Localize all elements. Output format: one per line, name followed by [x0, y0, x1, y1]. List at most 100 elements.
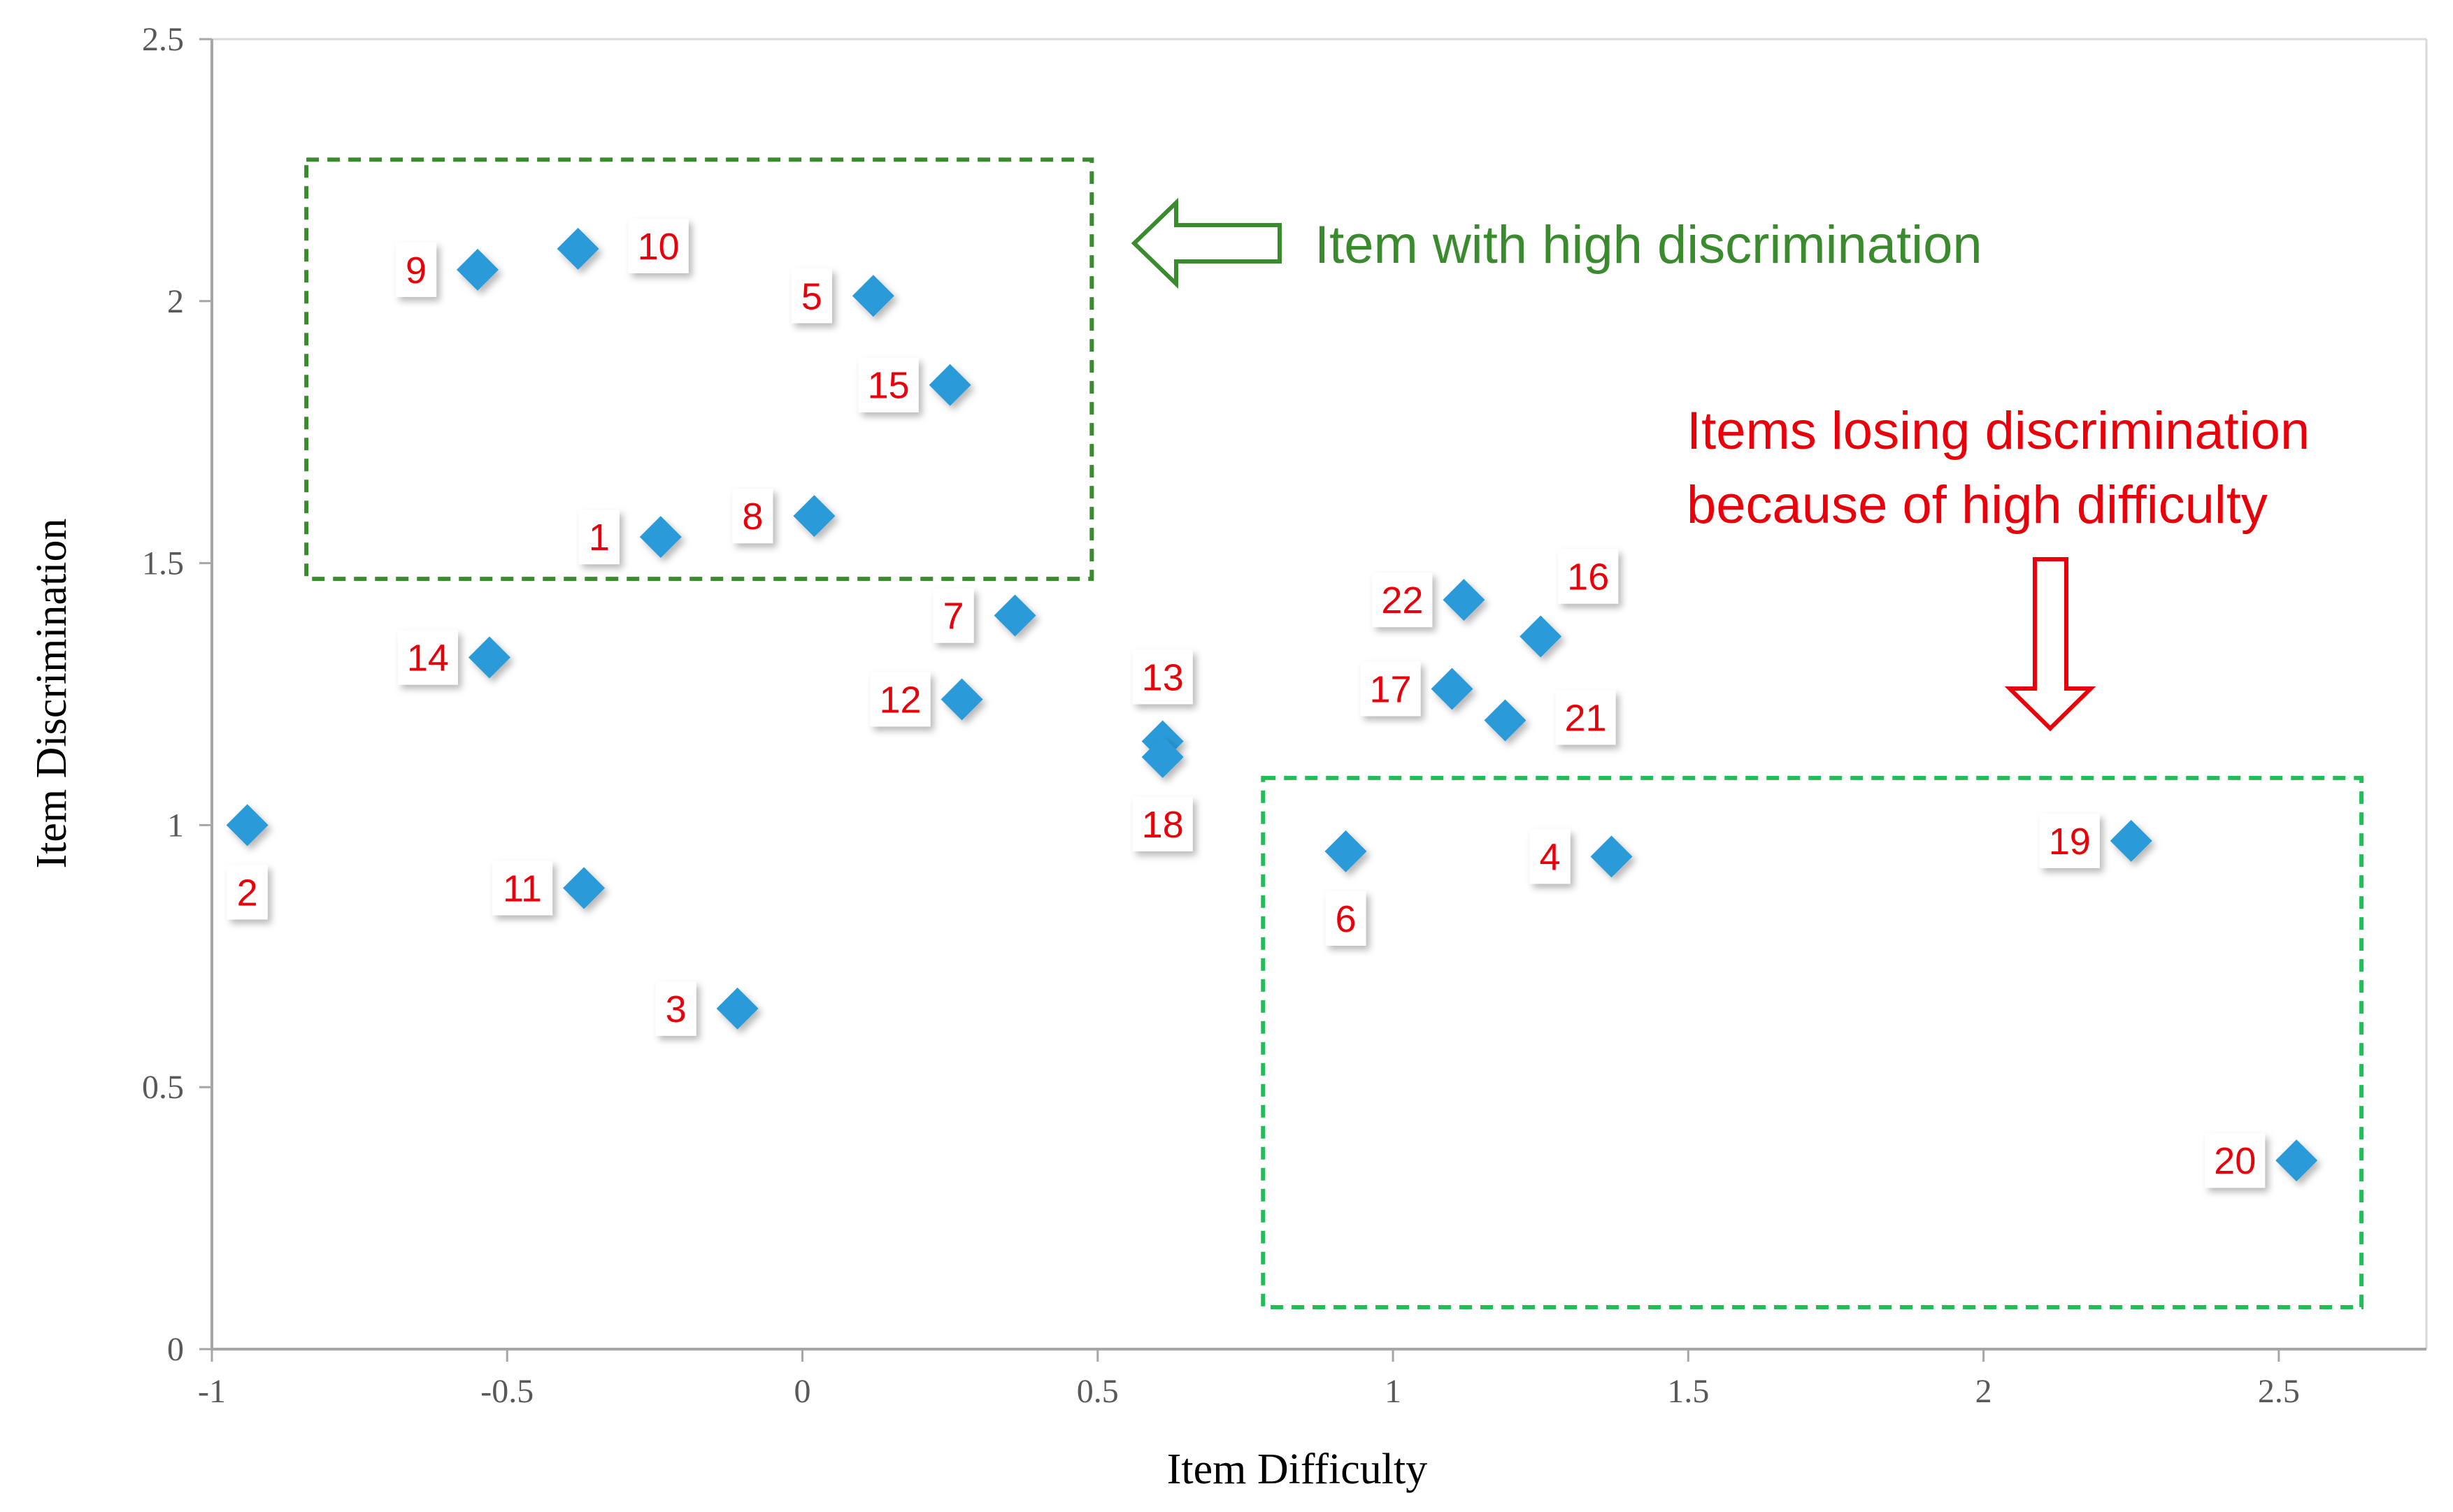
x-tick-label: -0.5	[480, 1373, 534, 1410]
x-tick-label: 1.5	[1667, 1373, 1709, 1410]
left-arrow-icon	[1131, 197, 1282, 289]
y-axis-ticks: 0 0.5 1 1.5 2 2.5	[142, 21, 212, 1368]
point-label: 21	[1564, 697, 1606, 739]
data-point-marker[interactable]	[457, 248, 499, 291]
point-label-box	[655, 981, 696, 1036]
point-group: 1	[578, 510, 682, 565]
point-label: 10	[638, 226, 680, 268]
y-tick-label: 2.5	[142, 21, 184, 58]
data-point-marker[interactable]	[929, 363, 971, 406]
point-label: 12	[880, 679, 922, 721]
point-label-box	[933, 588, 974, 643]
point-label: 20	[2214, 1140, 2256, 1182]
x-tick-label: 2	[1975, 1373, 1992, 1410]
point-label-box	[1529, 829, 1571, 884]
point-label: 19	[2049, 821, 2091, 863]
data-point-marker[interactable]	[1141, 735, 1184, 778]
x-tick-label: 0.5	[1077, 1373, 1119, 1410]
x-tick-label: -1	[198, 1373, 226, 1410]
data-point-marker[interactable]	[1484, 699, 1526, 742]
data-point-marker[interactable]	[941, 678, 983, 721]
data-point-marker[interactable]	[994, 594, 1036, 637]
data-point-marker[interactable]	[226, 804, 269, 847]
y-tick-label: 2	[167, 283, 184, 320]
plot-area	[210, 38, 2428, 1351]
point-label-box	[396, 242, 437, 297]
point-label: 6	[1335, 898, 1356, 940]
point-group: 3	[655, 981, 759, 1036]
point-label-box	[1372, 573, 1433, 628]
point-group: 6	[1324, 830, 1367, 946]
point-label-box	[1555, 690, 1616, 745]
point-label-box	[1558, 549, 1619, 604]
high-discrimination-region	[304, 157, 1094, 582]
point-label: 14	[407, 638, 449, 679]
annotation-line: Item with high discrimination	[1315, 215, 1982, 275]
x-tick-label: 2.5	[2258, 1373, 2300, 1410]
point-group: 10	[557, 218, 689, 273]
data-point-marker[interactable]	[2275, 1139, 2318, 1182]
point-group: 22	[1372, 573, 1485, 628]
data-point-marker[interactable]	[1324, 830, 1367, 872]
data-point-marker[interactable]	[1431, 668, 1473, 710]
point-group: 12	[870, 672, 983, 727]
point-label: 22	[1381, 579, 1423, 621]
point-group: 17	[1360, 661, 1473, 717]
high-difficulty-annotation: Items losing discrimination because of hi…	[1687, 401, 2310, 535]
data-point-marker[interactable]	[2110, 819, 2152, 862]
point-label: 18	[1142, 804, 1184, 846]
point-group: 9	[396, 242, 499, 297]
point-group: 16	[1519, 549, 1619, 658]
point-label: 15	[868, 365, 910, 407]
point-group: 18	[1132, 735, 1193, 851]
point-label: 2	[237, 872, 258, 914]
x-axis-ticks: -1 -0.5 0 0.5 1 1.5 2 2.5	[198, 1349, 2300, 1410]
data-point-marker[interactable]	[1519, 615, 1562, 658]
point-label: 4	[1540, 836, 1561, 878]
data-point-marker[interactable]	[1590, 835, 1633, 878]
point-group: 21	[1484, 690, 1616, 745]
data-point-marker[interactable]	[793, 495, 836, 538]
point-label-box	[2205, 1133, 2266, 1188]
point-label-box	[628, 218, 689, 273]
point-group: 7	[933, 588, 1036, 643]
y-tick-label: 1.5	[142, 545, 184, 582]
point-label: 13	[1142, 656, 1184, 698]
point-label-box	[791, 268, 832, 324]
point-label: 1	[589, 517, 610, 559]
point-label-box	[1325, 891, 1366, 946]
point-label-box	[578, 510, 620, 565]
point-label-box	[1360, 661, 1421, 717]
annotation-line: because of high difficulty	[1687, 475, 2268, 535]
y-tick-label: 0	[167, 1331, 184, 1368]
high-discrimination-annotation: Item with high discrimination	[1315, 215, 1982, 275]
high-difficulty-region	[1261, 775, 2364, 1310]
point-label: 8	[742, 496, 763, 538]
y-axis-title: Item Discrimination	[28, 518, 76, 868]
highlight-regions	[304, 157, 2364, 1310]
y-tick-label: 1	[167, 807, 184, 844]
point-group: 19	[2039, 813, 2152, 868]
point-group: 15	[858, 357, 971, 412]
data-point-marker[interactable]	[563, 867, 606, 909]
point-label: 5	[801, 275, 822, 317]
data-point-marker[interactable]	[1443, 579, 1485, 621]
data-point-marker[interactable]	[852, 275, 894, 317]
point-group: 20	[2205, 1133, 2318, 1188]
down-arrow-icon	[2004, 557, 2096, 732]
point-label: 9	[406, 250, 427, 291]
data-point-marker[interactable]	[468, 636, 510, 679]
data-point-marker[interactable]	[639, 516, 682, 559]
data-point-marker[interactable]	[557, 227, 599, 270]
point-label: 7	[943, 596, 964, 638]
point-group: 14	[397, 630, 510, 685]
point-group: 4	[1529, 829, 1633, 884]
point-label-box	[2039, 813, 2100, 868]
point-label: 17	[1369, 669, 1411, 711]
point-group: 2	[226, 804, 269, 920]
point-group: 5	[791, 268, 894, 324]
data-point-marker[interactable]	[716, 987, 759, 1030]
point-label-box	[732, 489, 773, 544]
